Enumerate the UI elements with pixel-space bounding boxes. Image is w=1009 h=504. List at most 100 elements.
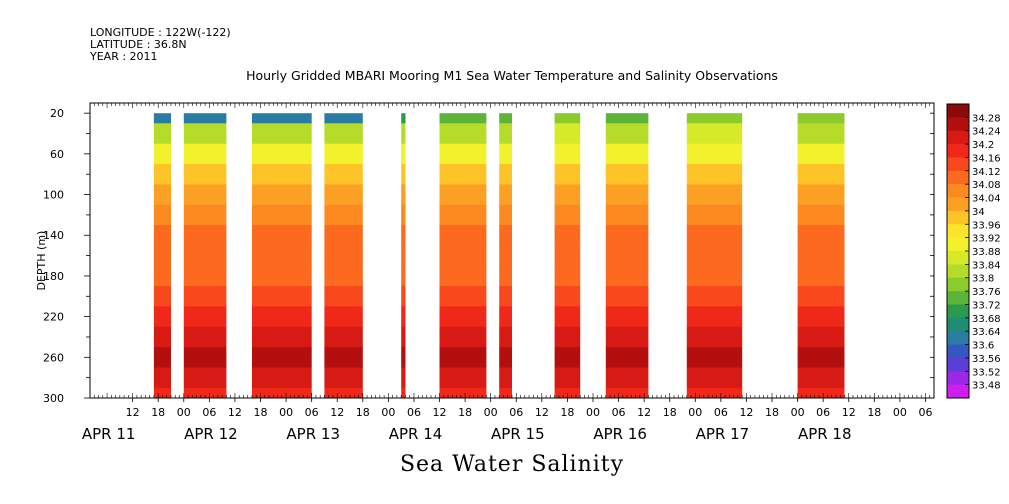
salinity-cell: [686, 306, 743, 328]
salinity-cell: [324, 326, 363, 348]
salinity-cell: [401, 113, 406, 124]
data-segment: [554, 113, 581, 399]
colorbar-swatch: [947, 130, 969, 145]
salinity-cell: [324, 367, 363, 389]
salinity-cell: [183, 367, 227, 389]
x-hour-label: 06: [305, 406, 319, 419]
x-hour-label: 06: [407, 406, 421, 419]
salinity-cell: [252, 387, 312, 399]
salinity-cell: [183, 326, 227, 348]
colorbar-swatch: [947, 344, 969, 359]
data-segment: [499, 113, 512, 399]
colorbar-label: 33.64: [972, 327, 1001, 338]
salinity-cell: [686, 245, 743, 267]
x-hour-label: 12: [228, 406, 242, 419]
salinity-cell: [153, 123, 171, 145]
salinity-cell: [797, 306, 845, 328]
x-hour-label: 00: [279, 406, 293, 419]
salinity-cell: [439, 265, 487, 287]
salinity-cell: [439, 245, 487, 267]
salinity-cell: [401, 326, 406, 348]
salinity-cell: [499, 367, 512, 389]
data-segments: [153, 113, 845, 399]
latitude-label: LATITUDE : 36.8N: [90, 38, 187, 51]
y-axis: 20 60 100 140 180 220 260 300: [43, 107, 934, 405]
salinity-cell: [554, 225, 581, 246]
salinity-cell: [605, 326, 649, 348]
salinity-cell: [554, 306, 581, 328]
salinity-cell: [153, 143, 171, 165]
x-hour-label: 06: [918, 406, 932, 419]
x-hour-label: 00: [381, 406, 395, 419]
salinity-cell: [439, 306, 487, 328]
salinity-cell: [605, 113, 649, 124]
salinity-cell: [686, 143, 743, 165]
x-hour-label: 06: [509, 406, 523, 419]
salinity-cell: [797, 204, 845, 226]
salinity-cell: [605, 184, 649, 206]
colorbar-label: 34.2: [972, 140, 994, 151]
colorbar-label: 34.08: [972, 180, 1001, 191]
salinity-cell: [153, 164, 171, 185]
colorbar-label: 33.84: [972, 260, 1001, 271]
salinity-cell: [252, 113, 312, 124]
data-segment: [797, 113, 845, 399]
salinity-cell: [439, 113, 487, 124]
x-hour-label: 00: [177, 406, 191, 419]
x-hour-label: 06: [612, 406, 626, 419]
salinity-cell: [324, 265, 363, 287]
salinity-cell: [439, 164, 487, 185]
salinity-cell: [499, 225, 512, 246]
salinity-cell: [499, 164, 512, 185]
data-segment: [252, 113, 312, 399]
colorbar-label: 34.04: [972, 194, 1001, 205]
salinity-cell: [439, 143, 487, 165]
salinity-cell: [499, 245, 512, 267]
colorbar-swatch: [947, 197, 969, 212]
salinity-cell: [797, 143, 845, 165]
salinity-cell: [153, 113, 171, 124]
salinity-cell: [499, 123, 512, 145]
variable-label: Sea Water Salinity: [399, 452, 625, 477]
salinity-cell: [153, 245, 171, 267]
salinity-cell: [153, 347, 171, 368]
x-hour-label: 12: [433, 406, 447, 419]
salinity-cell: [499, 347, 512, 368]
x-hour-label: 12: [842, 406, 856, 419]
salinity-cell: [554, 204, 581, 226]
data-segment: [153, 113, 171, 399]
colorbar-swatch: [947, 117, 969, 132]
salinity-cell: [686, 286, 743, 307]
salinity-cell: [183, 113, 227, 124]
colorbar-swatch: [947, 184, 969, 198]
x-hour-label: 18: [458, 406, 472, 419]
colorbar-swatch: [947, 237, 969, 252]
salinity-cell: [605, 225, 649, 246]
salinity-cell: [439, 347, 487, 368]
salinity-cell: [401, 245, 406, 267]
salinity-cell: [401, 123, 406, 145]
salinity-cell: [439, 123, 487, 145]
y-tick-label: 20: [50, 107, 64, 120]
salinity-cell: [686, 367, 743, 389]
salinity-cell: [605, 143, 649, 165]
salinity-cell: [686, 347, 743, 368]
salinity-cell: [183, 387, 227, 399]
colorbar-swatch: [947, 170, 969, 185]
salinity-cell: [554, 245, 581, 267]
salinity-cell: [605, 265, 649, 287]
year-label: YEAR : 2011: [90, 50, 158, 63]
salinity-cell: [686, 225, 743, 246]
salinity-cell: [554, 143, 581, 165]
salinity-cell: [324, 245, 363, 267]
colorbar-swatch: [947, 317, 969, 332]
salinity-cell: [252, 367, 312, 389]
x-hour-label: 18: [765, 406, 779, 419]
salinity-cell: [605, 387, 649, 399]
salinity-cell: [401, 204, 406, 226]
salinity-cell: [797, 347, 845, 368]
salinity-cell: [324, 204, 363, 226]
x-day-label: APR 18: [798, 425, 852, 443]
salinity-cell: [554, 123, 581, 145]
